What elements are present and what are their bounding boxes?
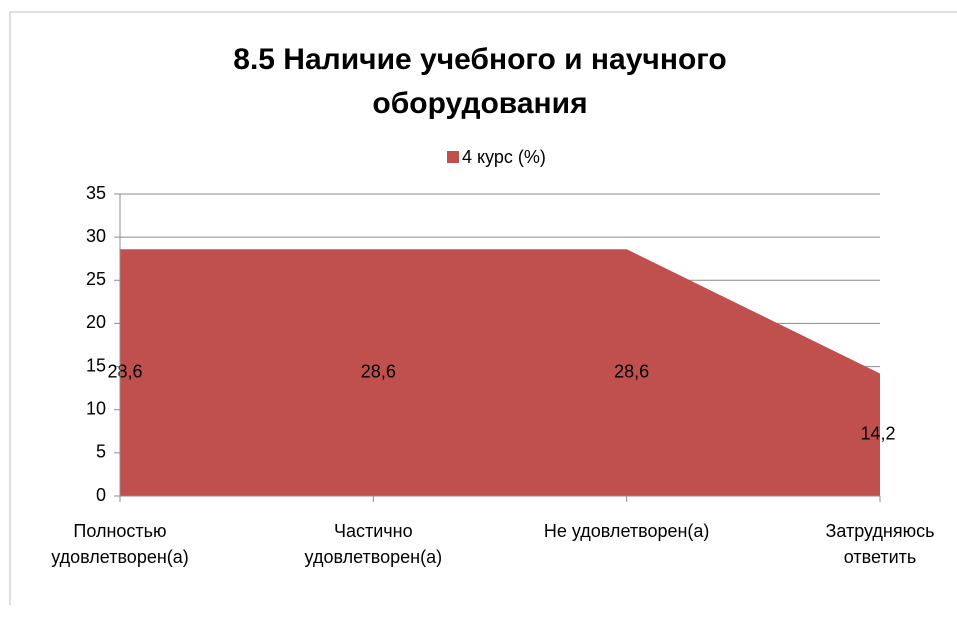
y-tick-label: 20	[86, 312, 106, 332]
y-tick-label: 30	[86, 226, 106, 246]
y-tick-label: 5	[96, 442, 106, 462]
data-label: 28,6	[361, 361, 396, 381]
x-tick-label: Полностью удовлетворен(а)	[51, 521, 189, 567]
y-tick-label: 25	[86, 269, 106, 289]
frame	[9, 11, 957, 605]
y-tick-label: 10	[86, 398, 106, 418]
legend-label: 4 курс (%)	[462, 147, 546, 167]
x-tick-label: Затрудняюсь ответить	[825, 521, 935, 567]
y-tick-label: 0	[96, 485, 106, 505]
data-label: 28,6	[107, 361, 142, 381]
x-tick-label: Частично удовлетворен(а)	[304, 521, 443, 567]
legend-swatch	[447, 151, 459, 163]
x-tick-label: Не удовлетворен(а)	[543, 521, 710, 541]
data-label: 14,2	[860, 423, 895, 443]
chart-title: 8.5 Наличие учебного и научного оборудов…	[233, 43, 727, 120]
y-tick-label: 35	[86, 183, 106, 203]
y-tick-label: 15	[86, 355, 106, 375]
area	[120, 249, 880, 496]
data-label: 28,6	[614, 361, 649, 381]
